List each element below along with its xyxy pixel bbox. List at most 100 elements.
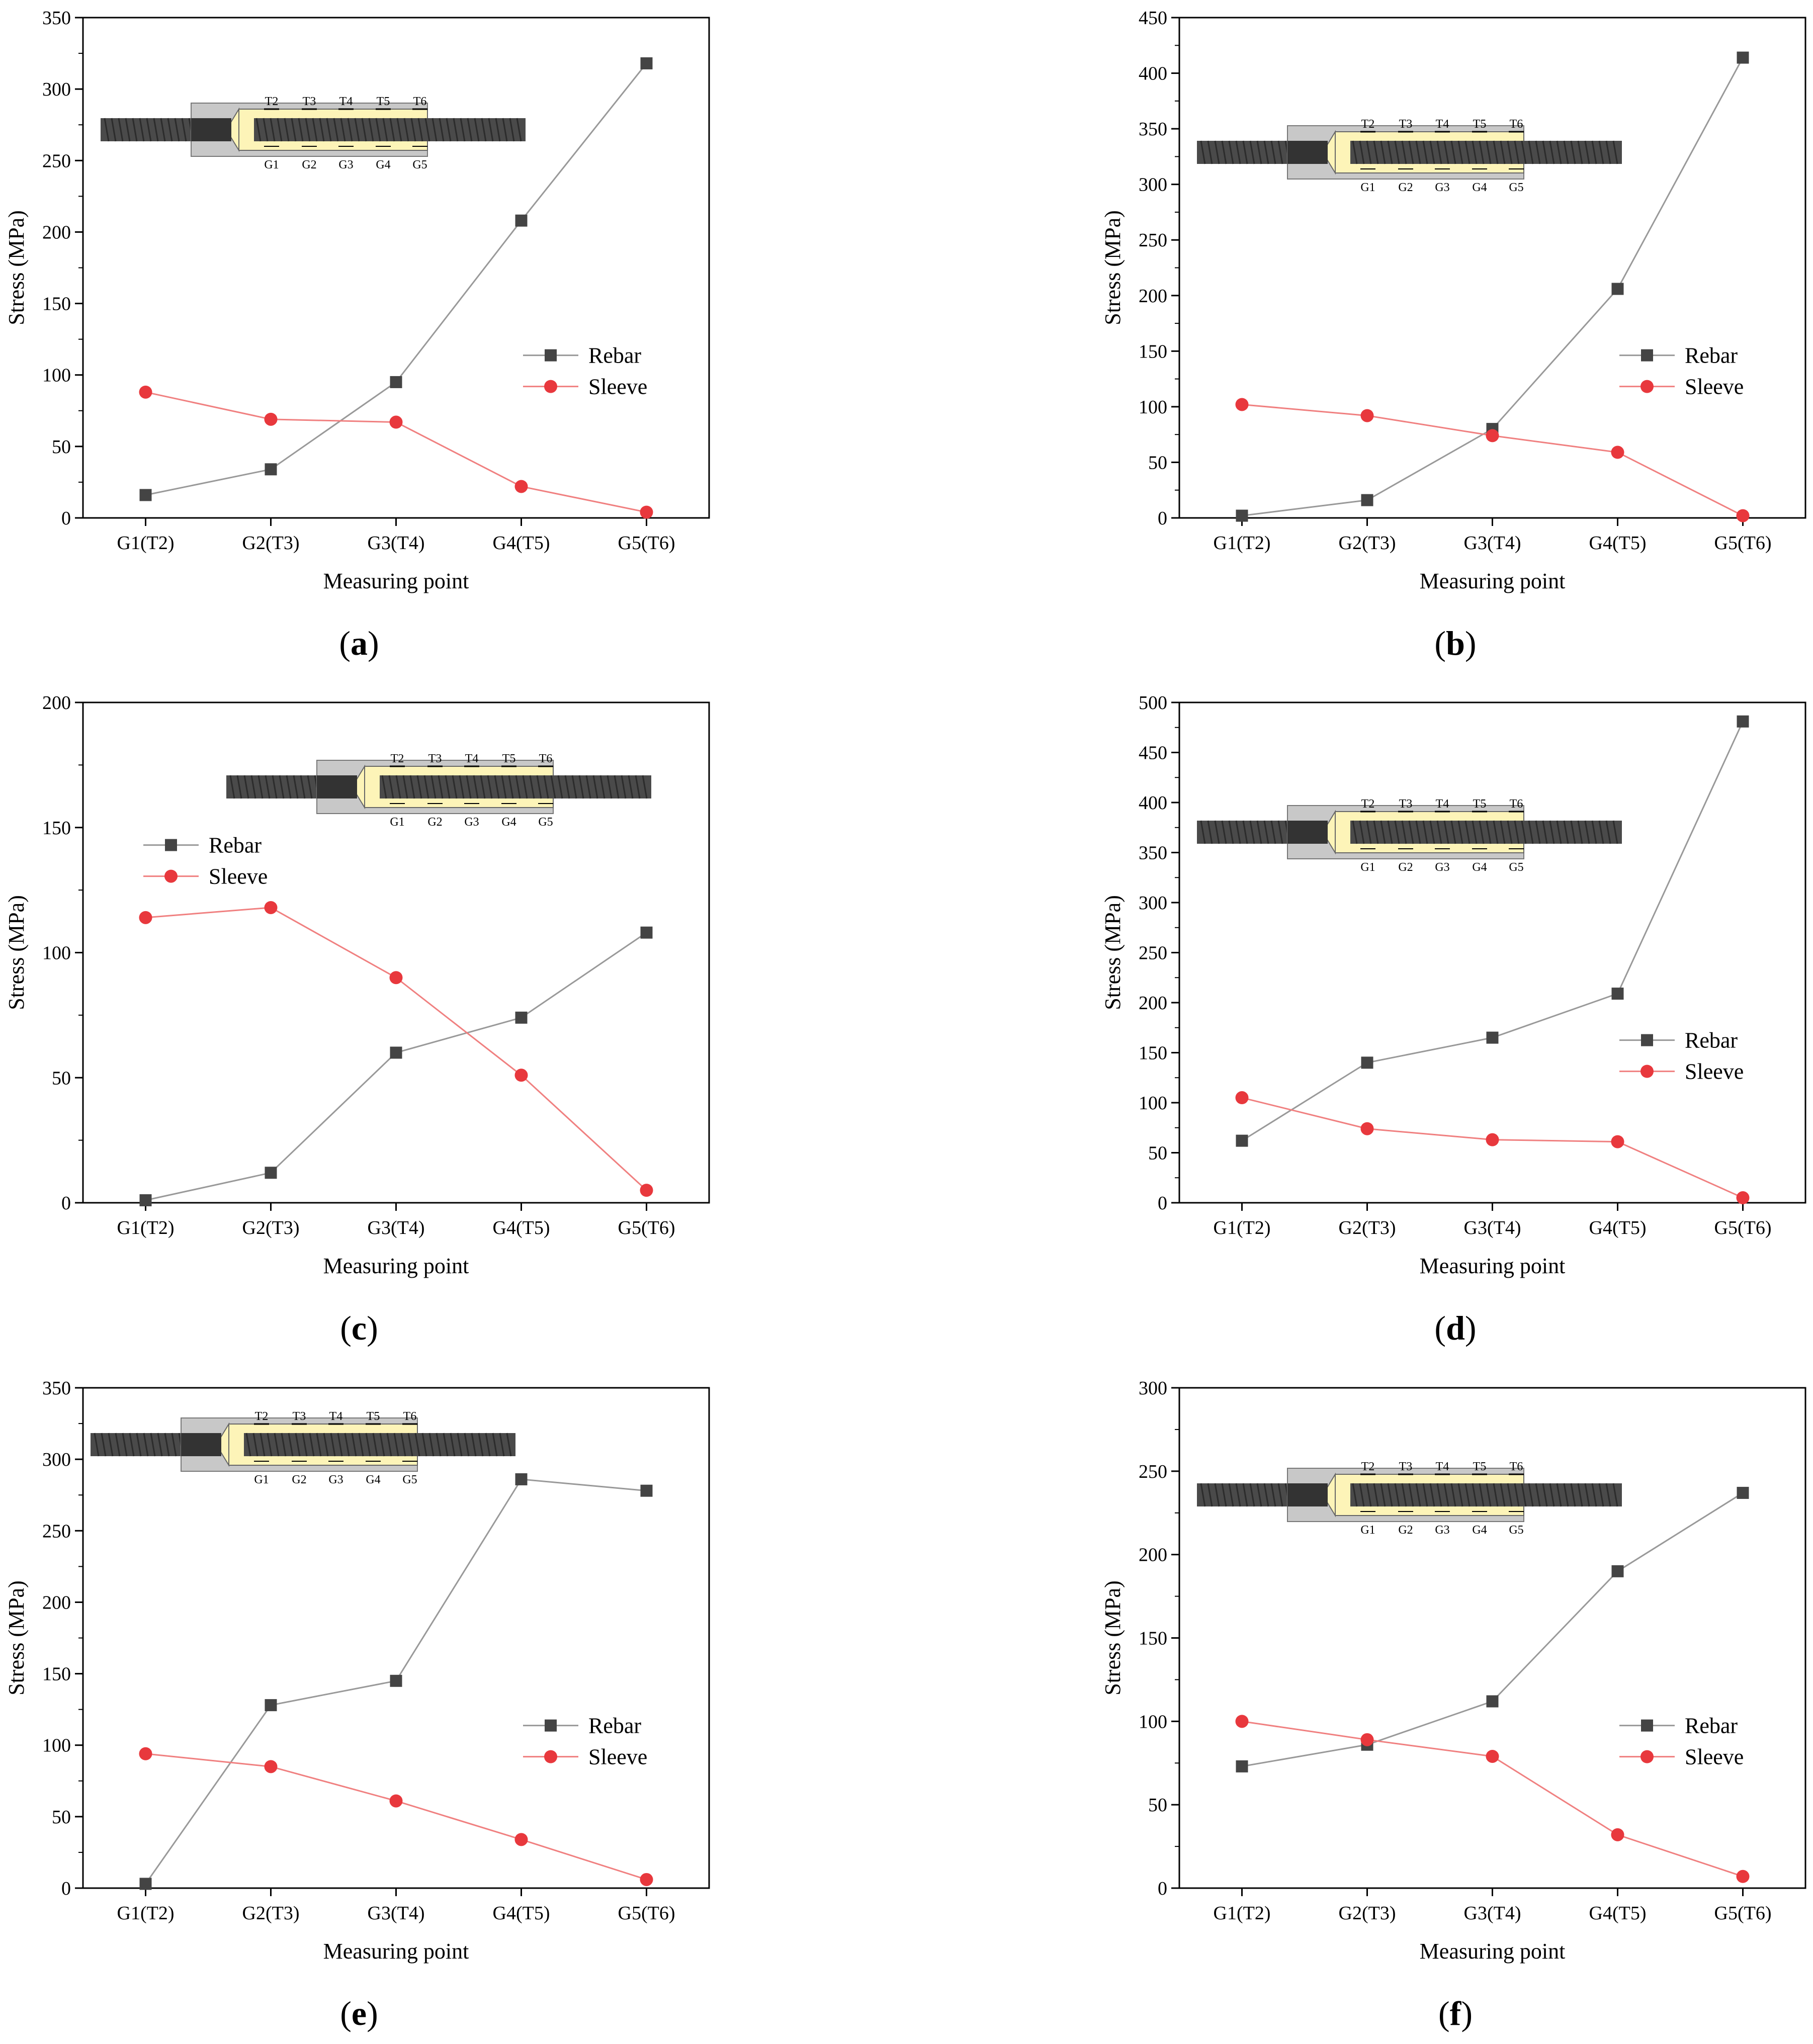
rebar-rib [453, 118, 459, 142]
rebar-point [1486, 1031, 1499, 1044]
sleeve-core [317, 775, 357, 798]
rebar-rib [1500, 1483, 1506, 1507]
y-tick-label: 500 [1139, 692, 1167, 714]
x-tick-label: G3(T4) [368, 532, 425, 554]
x-tick-label: G2(T3) [1339, 532, 1396, 554]
gauge-label-bottom: G5 [402, 1473, 417, 1486]
rebar-rib [354, 118, 360, 142]
sleeve-point [1486, 429, 1499, 442]
rebar-rib [351, 1433, 357, 1457]
rebar-rib [459, 775, 465, 799]
rebar-rib [1249, 1483, 1255, 1507]
gauge-label-top: T6 [413, 95, 427, 108]
rebar-rib [1507, 140, 1513, 164]
rebar-rib [245, 1433, 251, 1457]
rebar-rib [279, 775, 285, 799]
rebar-point [139, 1878, 152, 1890]
rebar-rib [1556, 820, 1562, 844]
rebar-rib [421, 1433, 427, 1457]
rebar-rib [396, 118, 402, 142]
rebar-point [515, 1011, 528, 1024]
rebar-rib [1549, 820, 1555, 844]
rebar-rib [424, 118, 430, 142]
x-tick-label: G4(T5) [1589, 1903, 1647, 1924]
rebar-rib [1256, 1483, 1262, 1507]
gauge-label-bottom: G3 [1435, 861, 1449, 874]
rebar-rib [436, 1433, 442, 1457]
x-tick-label: G1(T2) [117, 1217, 175, 1238]
rebar-rib [291, 118, 297, 142]
rebar-rib [1373, 140, 1379, 164]
rebar-rib [474, 118, 480, 142]
rebar-rib [1591, 820, 1597, 844]
rebar-rib [592, 775, 598, 799]
rebar-rib [557, 775, 563, 799]
rebar-rib [578, 775, 584, 799]
x-axis-label: Measuring point [1420, 1939, 1566, 1964]
y-tick-label: 100 [42, 365, 71, 386]
gauge-label-bottom: G5 [1509, 861, 1523, 874]
rebar-rib [157, 1433, 163, 1457]
chart-svg: 0 50 100 150 200 250 300 G1(T2) G2(T3) G3(T4) G4(T… [1100, 1378, 1806, 1964]
rebar-rib [407, 1433, 413, 1457]
rebar-rib [1415, 1483, 1421, 1507]
rebar-rib [236, 775, 242, 799]
rebar-rib [160, 118, 166, 142]
rebar-rib [599, 775, 606, 799]
legend-sleeve-marker [1641, 1064, 1654, 1078]
rebar-point [1737, 1486, 1749, 1499]
y-tick-label: 450 [1139, 8, 1167, 29]
chart-svg: 0 50 100 150 200 250 300 350 G1(T2) G2(T3) G3(T4) G… [4, 8, 710, 593]
sleeve-point [1360, 1122, 1374, 1135]
rebar-point [1486, 1695, 1499, 1708]
rebar-rib [499, 1433, 505, 1457]
sleeve-point [1486, 1749, 1499, 1763]
legend-label: Rebar [588, 343, 641, 368]
rebar-rib [1549, 140, 1555, 164]
rebar-rib [1584, 820, 1590, 844]
rebar-rib [1605, 140, 1611, 164]
rebar-rib [1535, 140, 1541, 164]
sleeve-core [1287, 1483, 1328, 1506]
y-axis-label: Stress (MPa) [4, 1580, 29, 1696]
sleeve-point [514, 1069, 528, 1082]
rebar-rib [1591, 140, 1597, 164]
x-tick-label: G1(T2) [1214, 1903, 1271, 1924]
rebar-rib [1612, 820, 1618, 844]
sleeve-point [514, 1833, 528, 1846]
x-tick-label: G5(T6) [618, 1217, 675, 1238]
rebar-rib [1200, 1483, 1206, 1507]
rebar-rib [1387, 140, 1393, 164]
rebar-rib [1457, 820, 1463, 844]
rebar-rib [1394, 1483, 1400, 1507]
rebar-rib [529, 775, 535, 799]
x-tick-label: G2(T3) [242, 1903, 300, 1924]
rebar-rib [1464, 1483, 1471, 1507]
x-tick-label: G4(T5) [1589, 1217, 1647, 1238]
rebar-rib [1366, 820, 1372, 844]
rebar-rib [368, 118, 374, 142]
gauge-label-bottom: G3 [338, 158, 353, 171]
gauge-label-top: T5 [377, 95, 390, 108]
gauge-label-top: T5 [367, 1410, 380, 1423]
sleeve-point [389, 415, 403, 429]
rebar-rib [1612, 140, 1618, 164]
rebar-rib [1612, 1483, 1618, 1507]
rebar-rib [295, 1433, 301, 1457]
rebar-rib [1359, 820, 1365, 844]
rebar-rib [1443, 820, 1449, 844]
rebar-rib [164, 1433, 170, 1457]
x-tick-label: G2(T3) [242, 1217, 300, 1238]
y-tick-label: 150 [1139, 341, 1167, 362]
rebar-rib [347, 118, 353, 142]
rebar-rib [1214, 820, 1220, 844]
rebar-rib [1249, 820, 1255, 844]
series-line-sleeve [1242, 403, 1744, 516]
y-tick-label: 100 [1139, 1711, 1167, 1732]
rebar-rib [1514, 1483, 1520, 1507]
rebar-rib [1521, 820, 1527, 844]
rebar-rib [1521, 1483, 1527, 1507]
y-tick-label: 150 [1139, 1628, 1167, 1649]
rebar-rib [375, 118, 381, 142]
rebar-rib [386, 1433, 392, 1457]
